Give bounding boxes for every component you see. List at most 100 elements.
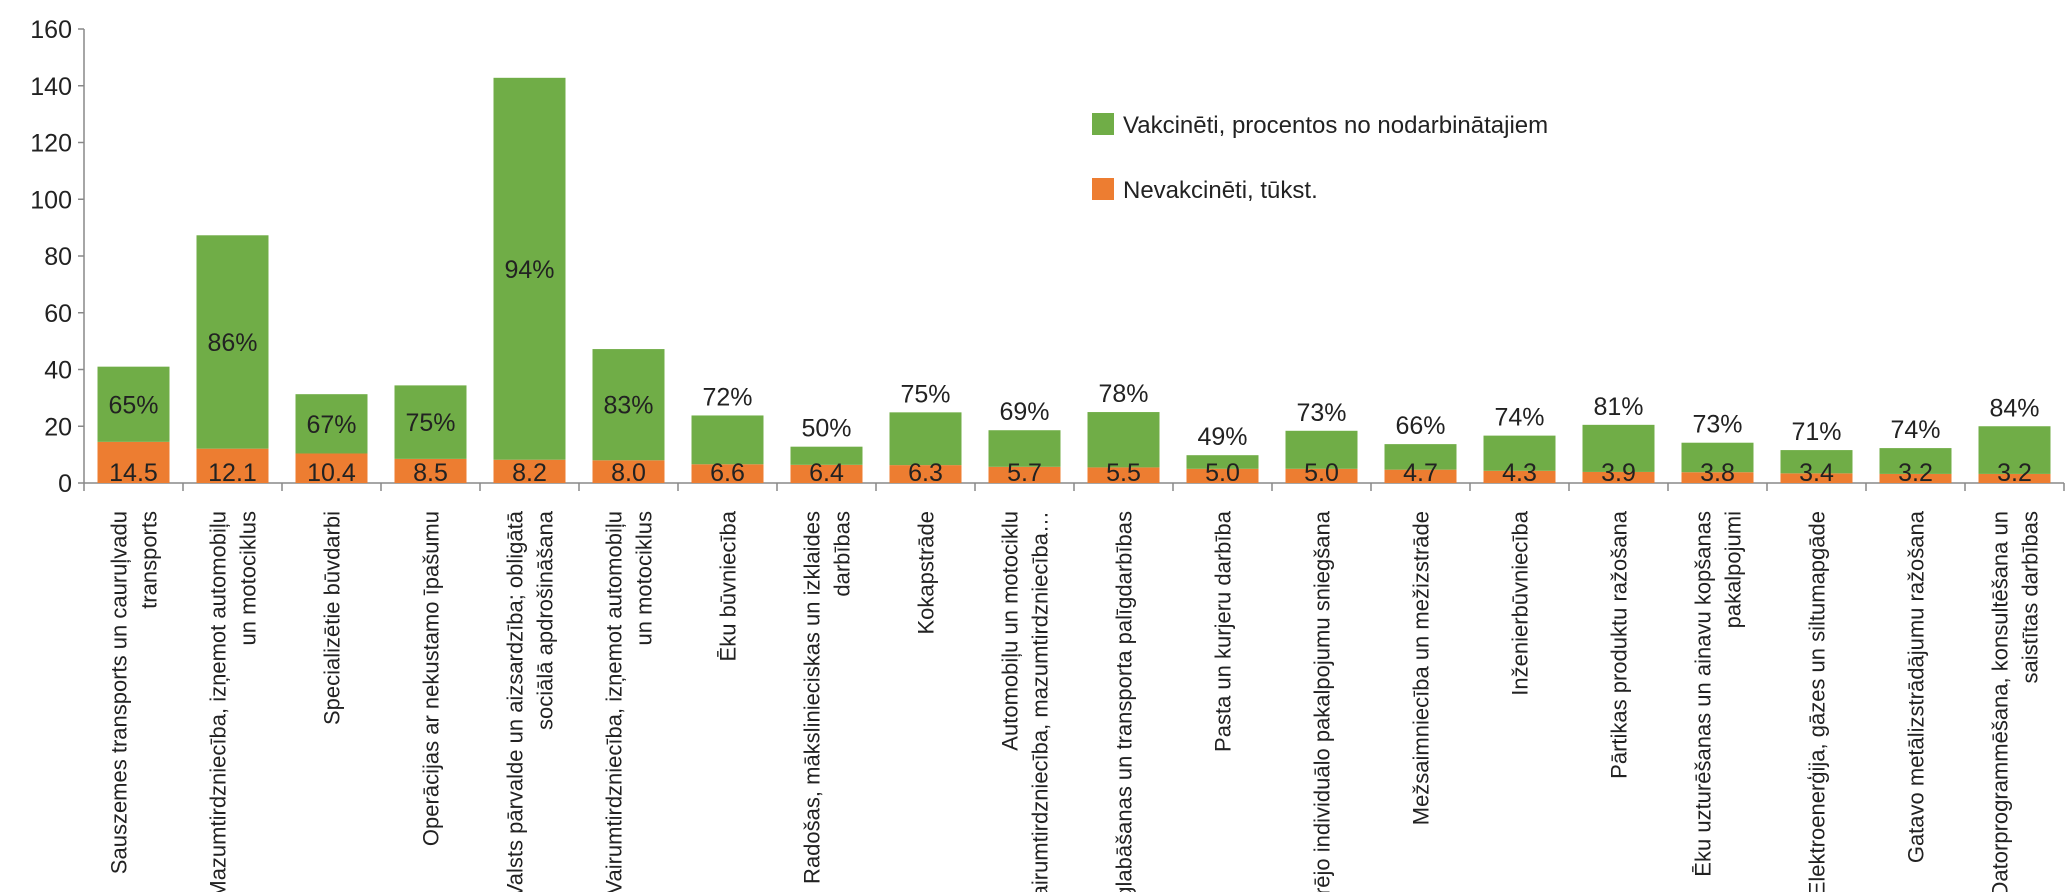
data-label-vakcineti: 74%: [1494, 404, 1544, 432]
data-label-nevakcineti: 3.4: [1799, 459, 1834, 487]
bar-nevakcineti: [1186, 468, 1259, 483]
data-label-nevakcineti: 5.0: [1304, 459, 1339, 487]
category-label: Vairumtirdzniecība, izņemot automobiļu un…: [602, 511, 657, 892]
category-label: Inženierbūvniecība: [1508, 510, 1533, 695]
category-label: Radošas, mākslinieciskas un izklaides dar…: [800, 511, 855, 884]
category-label: Mazumtirdzniecība, izņemot automobiļu un …: [206, 511, 261, 892]
category-label-line: saistītas darbības: [2018, 511, 2043, 683]
data-labels: 14.5 65% 12.1 86% 10.4 67% 8.5 75% 8.2 94% 8.0 83% 6…: [108, 256, 2039, 487]
bar-vakcineti: [1384, 444, 1457, 470]
category-label: Pārējo individuālo pakalpojumu sniegšana: [1310, 510, 1335, 892]
data-label-vakcineti: 73%: [1296, 399, 1346, 427]
bar-nevakcineti: [1285, 468, 1358, 483]
category-label: Sauszemes transports un cauruļvadu transp…: [107, 511, 162, 874]
data-label-vakcineti: 49%: [1197, 423, 1247, 451]
bar-vakcineti: [196, 235, 269, 449]
data-label-vakcineti: 74%: [1890, 416, 1940, 444]
data-label-nevakcineti: 3.9: [1601, 459, 1636, 487]
category-label-line: Radošas, mākslinieciskas un izklaides: [800, 511, 825, 884]
category-label-line: Pasta un kurjeru darbība: [1211, 510, 1236, 752]
data-label-vakcineti: 81%: [1593, 393, 1643, 421]
bar-vakcineti: [691, 415, 764, 465]
data-label-vakcineti: 65%: [108, 391, 158, 419]
data-label-nevakcineti: 6.6: [710, 459, 745, 487]
bar-nevakcineti: [1879, 473, 1952, 483]
data-label-vakcineti: 67%: [306, 411, 356, 439]
category-label: Datorprogrammēšana, konsultēšana un saist…: [1988, 511, 2043, 892]
category-label-line: Kokapstrāde: [914, 511, 939, 635]
data-label-vakcineti: 83%: [603, 392, 653, 420]
data-label-vakcineti: 72%: [702, 383, 752, 411]
y-tick-label: 140: [30, 73, 72, 101]
y-tick-label: 60: [44, 300, 72, 328]
bar-vakcineti: [790, 446, 863, 465]
bar-nevakcineti: [97, 441, 170, 483]
data-label-vakcineti: 69%: [999, 398, 1049, 426]
bar-nevakcineti: [394, 458, 467, 483]
data-label-vakcineti: 94%: [504, 256, 554, 284]
category-label: Valsts pārvalde un aizsardzība; obligātā…: [503, 510, 558, 892]
bar-nevakcineti: [988, 466, 1061, 483]
category-label: Pārtikas produktu ražošana: [1607, 510, 1632, 779]
category-label-line: Mazumtirdzniecība, izņemot automobiļu: [206, 511, 231, 892]
category-label-line: Valsts pārvalde un aizsardzība; obligātā: [503, 510, 528, 892]
category-label: Mežsaimniecība un mežizstrāde: [1409, 511, 1434, 825]
category-label-line: darbības: [830, 511, 855, 597]
data-label-nevakcineti: 8.5: [413, 459, 448, 487]
bar-nevakcineti: [790, 464, 863, 483]
category-label: Uzglabāšanas un transporta palīgdarbības: [1112, 511, 1137, 892]
bar-nevakcineti: [1681, 472, 1754, 483]
category-label-line: un motociklus: [632, 511, 657, 646]
category-label-line: Mežsaimniecība un mežizstrāde: [1409, 511, 1434, 825]
data-label-nevakcineti: 10.4: [307, 459, 356, 487]
data-label-nevakcineti: 4.3: [1502, 459, 1537, 487]
category-label-line: Uzglabāšanas un transporta palīgdarbības: [1112, 511, 1137, 892]
bar-vakcineti: [295, 394, 368, 454]
category-label-line: Automobiļu un motociklu: [998, 511, 1023, 751]
bar-nevakcineti: [1384, 469, 1457, 483]
category-label-line: Sauszemes transports un cauruļvadu: [107, 511, 132, 874]
category-label-line: pakalpojumi: [1721, 511, 1746, 628]
category-label: Ēku uzturēšanas un ainavu kopšanas pakalp…: [1691, 511, 1746, 877]
data-label-nevakcineti: 4.7: [1403, 459, 1438, 487]
data-label-vakcineti: 84%: [1989, 394, 2039, 422]
category-label-line: un motociklus: [236, 511, 261, 646]
data-label-nevakcineti: 12.1: [208, 459, 257, 487]
data-label-nevakcineti: 6.4: [809, 459, 844, 487]
category-label-line: Operācijas ar nekustamo īpašumu: [419, 511, 444, 846]
data-label-nevakcineti: 6.3: [908, 459, 943, 487]
category-label-line: Pārējo individuālo pakalpojumu sniegšana: [1310, 510, 1335, 892]
y-tick-label: 40: [44, 357, 72, 385]
data-label-vakcineti: 75%: [900, 380, 950, 408]
category-label: Kokapstrāde: [914, 511, 939, 635]
category-label-line: Elektroenerģija, gāzes un siltumapgāde: [1805, 511, 1830, 892]
bar-vakcineti: [1087, 412, 1160, 468]
category-label-line: vairumtirdzniecība, mazumtirdzniecība…: [1028, 511, 1053, 892]
data-label-vakcineti: 75%: [405, 409, 455, 437]
bar-vakcineti: [1285, 430, 1358, 469]
data-label-vakcineti: 66%: [1395, 412, 1445, 440]
legend-swatch-vakcineti: [1092, 113, 1114, 135]
bar-vakcineti: [1582, 424, 1655, 472]
y-tick-label: 160: [30, 16, 72, 44]
legend-swatch-nevakcineti: [1092, 178, 1114, 200]
bar-nevakcineti: [493, 459, 566, 483]
category-label-line: Inženierbūvniecība: [1508, 510, 1533, 695]
data-label-nevakcineti: 8.2: [512, 459, 547, 487]
legend-label-vakcineti: Vakcinēti, procentos no nodarbinātajiem: [1123, 112, 1548, 139]
bar-vakcineti: [1879, 448, 1952, 474]
bar-vakcineti: [1978, 426, 2051, 474]
data-label-vakcineti: 71%: [1791, 418, 1841, 446]
bar-nevakcineti: [1582, 471, 1655, 483]
bar-vakcineti: [1186, 455, 1259, 469]
category-label: Elektroenerģija, gāzes un siltumapgāde: [1805, 511, 1830, 892]
bar-nevakcineti: [1978, 473, 2051, 483]
category-label-line: Ēku uzturēšanas un ainavu kopšanas: [1691, 511, 1716, 877]
data-label-nevakcineti: 8.0: [611, 459, 646, 487]
data-label-nevakcineti: 3.2: [1997, 459, 2032, 487]
bar-nevakcineti: [295, 453, 368, 483]
category-label: Operācijas ar nekustamo īpašumu: [419, 511, 444, 846]
data-label-vakcineti: 73%: [1692, 411, 1742, 439]
category-label: Pasta un kurjeru darbība: [1211, 510, 1236, 752]
bar-vakcineti: [394, 385, 467, 459]
